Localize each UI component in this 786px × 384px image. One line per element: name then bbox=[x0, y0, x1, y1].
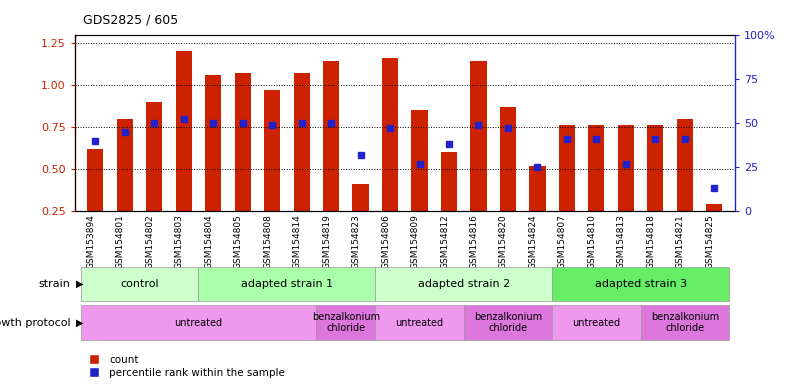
Text: strain: strain bbox=[39, 279, 71, 289]
Bar bbox=[677, 119, 693, 211]
FancyBboxPatch shape bbox=[81, 305, 316, 340]
FancyBboxPatch shape bbox=[553, 305, 641, 340]
Text: GSM154823: GSM154823 bbox=[351, 214, 361, 269]
Bar bbox=[647, 126, 663, 211]
Bar bbox=[588, 126, 604, 211]
Bar bbox=[411, 110, 428, 211]
FancyBboxPatch shape bbox=[376, 267, 553, 301]
Text: growth protocol: growth protocol bbox=[0, 318, 71, 328]
FancyBboxPatch shape bbox=[316, 305, 376, 340]
Text: GSM154814: GSM154814 bbox=[292, 214, 302, 269]
Bar bbox=[175, 51, 192, 211]
Text: GSM154808: GSM154808 bbox=[263, 214, 272, 269]
FancyBboxPatch shape bbox=[464, 305, 553, 340]
Bar bbox=[87, 149, 104, 211]
Text: benzalkonium
chloride: benzalkonium chloride bbox=[312, 312, 380, 333]
Bar bbox=[323, 61, 340, 211]
Bar bbox=[500, 107, 516, 211]
Bar bbox=[146, 102, 163, 211]
Text: benzalkonium
chloride: benzalkonium chloride bbox=[474, 312, 542, 333]
Text: control: control bbox=[120, 279, 159, 289]
Bar bbox=[382, 58, 399, 211]
Text: GSM154810: GSM154810 bbox=[587, 214, 597, 269]
Text: ▶: ▶ bbox=[76, 318, 84, 328]
FancyBboxPatch shape bbox=[641, 305, 729, 340]
Text: adapted strain 2: adapted strain 2 bbox=[417, 279, 510, 289]
Bar bbox=[529, 166, 545, 211]
Legend: count, percentile rank within the sample: count, percentile rank within the sample bbox=[80, 351, 289, 382]
Bar bbox=[618, 126, 634, 211]
Bar bbox=[264, 90, 281, 211]
Text: GSM154803: GSM154803 bbox=[174, 214, 184, 269]
Text: GSM154816: GSM154816 bbox=[469, 214, 479, 269]
Text: GSM153894: GSM153894 bbox=[86, 214, 95, 269]
Text: ▶: ▶ bbox=[76, 279, 84, 289]
Text: GSM154819: GSM154819 bbox=[322, 214, 331, 269]
Bar bbox=[293, 73, 310, 211]
FancyBboxPatch shape bbox=[199, 267, 376, 301]
Text: untreated: untreated bbox=[395, 318, 443, 328]
Text: GSM154802: GSM154802 bbox=[145, 214, 154, 269]
Text: GSM154801: GSM154801 bbox=[116, 214, 125, 269]
Text: GSM154805: GSM154805 bbox=[233, 214, 243, 269]
FancyBboxPatch shape bbox=[553, 267, 729, 301]
Text: GSM154824: GSM154824 bbox=[528, 214, 538, 268]
Text: untreated: untreated bbox=[572, 318, 620, 328]
Text: GSM154825: GSM154825 bbox=[705, 214, 714, 269]
Text: GSM154821: GSM154821 bbox=[676, 214, 685, 269]
Text: adapted strain 1: adapted strain 1 bbox=[241, 279, 333, 289]
Text: GSM154813: GSM154813 bbox=[617, 214, 626, 269]
Text: benzalkonium
chloride: benzalkonium chloride bbox=[651, 312, 719, 333]
Bar bbox=[116, 119, 133, 211]
Text: GSM154806: GSM154806 bbox=[381, 214, 390, 269]
Bar bbox=[470, 61, 487, 211]
Text: untreated: untreated bbox=[174, 318, 222, 328]
Bar bbox=[205, 75, 222, 211]
Bar bbox=[559, 126, 575, 211]
Text: GSM154818: GSM154818 bbox=[646, 214, 656, 269]
Text: adapted strain 3: adapted strain 3 bbox=[594, 279, 687, 289]
Bar bbox=[234, 73, 251, 211]
Text: GSM154820: GSM154820 bbox=[499, 214, 508, 269]
Bar bbox=[352, 184, 369, 211]
FancyBboxPatch shape bbox=[376, 305, 464, 340]
Text: GSM154804: GSM154804 bbox=[204, 214, 213, 269]
Text: GSM154807: GSM154807 bbox=[558, 214, 567, 269]
Bar bbox=[441, 152, 457, 211]
Text: GSM154809: GSM154809 bbox=[410, 214, 420, 269]
Text: GDS2825 / 605: GDS2825 / 605 bbox=[83, 14, 178, 27]
Bar bbox=[706, 204, 722, 211]
Text: GSM154812: GSM154812 bbox=[440, 214, 449, 269]
FancyBboxPatch shape bbox=[81, 267, 199, 301]
